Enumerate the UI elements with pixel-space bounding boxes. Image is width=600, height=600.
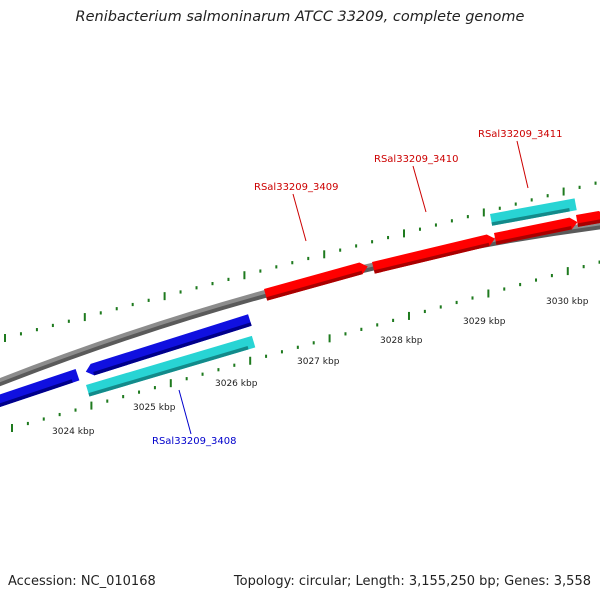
tick-label-kbp: 3024 kbp (52, 427, 95, 437)
tick-label-kbp: 3026 kbp (215, 379, 258, 389)
tick-label-kbp: 3027 kbp (297, 357, 340, 367)
gene-label-leader (412, 165, 427, 213)
tick-label-kbp: 3025 kbp (133, 403, 176, 413)
orf-track-2[interactable] (490, 198, 577, 226)
gene-forward-3409[interactable] (264, 261, 369, 301)
gene-label: RSal33209_3411 (478, 129, 562, 140)
gene-label: RSal33209_3409 (254, 182, 338, 193)
gene-label: RSal33209_3408 (152, 436, 236, 447)
genome-summary: Topology: circular; Length: 3,155,250 bp… (233, 574, 591, 589)
orf-track-1[interactable] (86, 335, 256, 397)
gene-reverse-prev[interactable] (0, 369, 80, 408)
gene-forward-next[interactable] (576, 210, 600, 227)
tick-label-kbp: 3028 kbp (380, 336, 423, 346)
gene-label-leader (178, 389, 192, 435)
gene-reverse-3408[interactable] (84, 314, 252, 377)
accession-label: Accession: NC_010168 (8, 574, 156, 589)
tick-label-kbp: 3030 kbp (546, 297, 589, 307)
tick-label-kbp: 3029 kbp (463, 317, 506, 327)
page-title: Renibacterium salmoninarum ATCC 33209, c… (75, 9, 525, 25)
gene-forward-3410[interactable] (372, 233, 496, 274)
gene-label: RSal33209_3410 (374, 154, 458, 165)
gene-label-leader (292, 193, 307, 242)
gene-label-leader (516, 140, 529, 189)
gene-forward-3411[interactable] (494, 216, 579, 245)
